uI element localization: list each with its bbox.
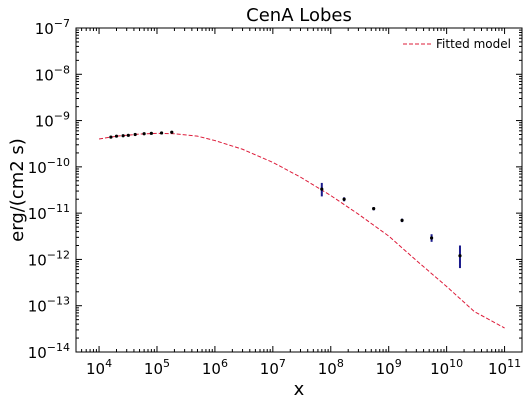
x-tick-label-7: 1011 — [488, 357, 521, 378]
fitted-model-line — [98, 132, 505, 329]
data-point-5 — [142, 132, 146, 136]
x-tick-label-3: 107 — [260, 357, 286, 378]
y-tick-label-6: 10−8 — [35, 63, 70, 84]
data-point-2 — [121, 134, 125, 138]
data-point-1 — [114, 134, 119, 138]
x-tick-label-6: 1010 — [430, 357, 463, 378]
data-point-11 — [372, 207, 376, 211]
x-tick-label-0: 104 — [86, 357, 112, 378]
y-tick-label-7: 10−7 — [35, 17, 70, 38]
y-tick-label-5: 10−9 — [35, 110, 70, 131]
y-axis-label: erg/(cm2 s) — [7, 138, 28, 242]
y-tick-label-2: 10−12 — [28, 248, 70, 269]
legend: Fitted model — [403, 37, 511, 51]
data-point-9 — [320, 187, 324, 191]
x-tick-label-2: 106 — [202, 357, 228, 378]
x-axis-label: x — [294, 379, 305, 400]
y-tick-label-0: 10−14 — [28, 341, 70, 362]
data-point-7 — [159, 131, 164, 135]
plot-area — [98, 130, 505, 329]
chart-title: CenA Lobes — [246, 5, 352, 26]
x-tick-label-4: 108 — [318, 357, 344, 378]
data-point-0 — [109, 135, 113, 139]
data-point-8 — [170, 130, 174, 134]
data-point-3 — [126, 133, 130, 137]
data-point-4 — [133, 132, 137, 137]
axes: 104 105 106 107 108 109 1010 1011 10−14 10−13 10−1… — [28, 17, 523, 378]
x-tick-label-5: 109 — [376, 357, 402, 378]
plot-frame — [75, 27, 523, 353]
data-point-12 — [400, 218, 404, 222]
y-tick-label-1: 10−13 — [28, 295, 70, 316]
data-point-10 — [342, 197, 346, 201]
y-tick-label-4: 10−10 — [28, 156, 70, 177]
legend-label-fitted-model: Fitted model — [436, 37, 511, 51]
data-point-13 — [429, 236, 434, 240]
data-point-14 — [458, 254, 462, 258]
y-tick-label-3: 10−11 — [28, 202, 70, 223]
data-point-6 — [149, 131, 153, 135]
x-tick-label-1: 105 — [144, 357, 170, 378]
